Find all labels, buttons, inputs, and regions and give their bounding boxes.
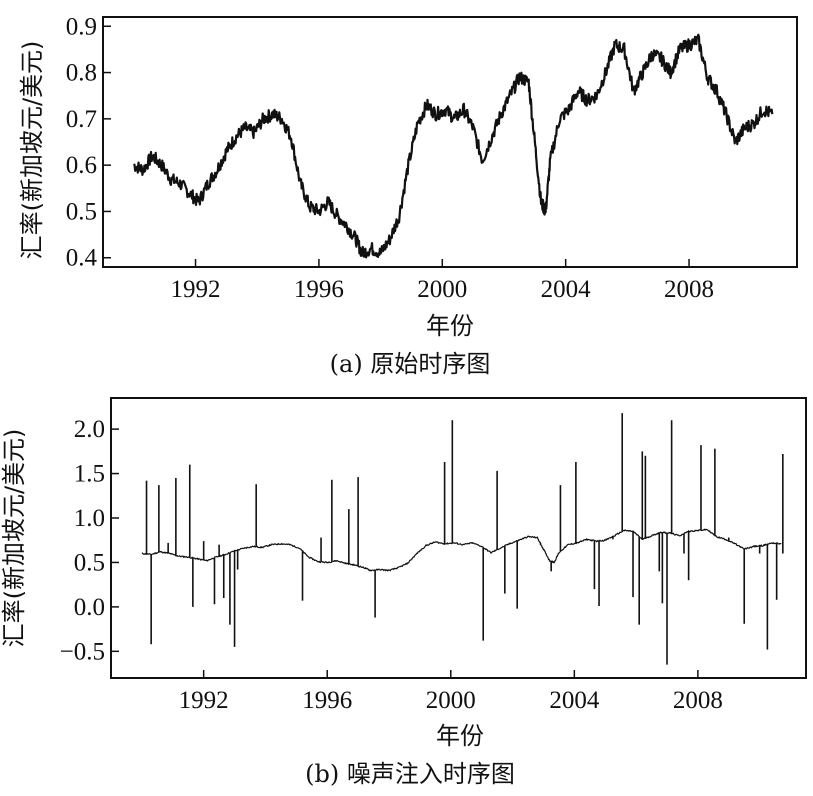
y-tick-label: 2.0 [74,416,105,443]
x-tick-label: 1992 [171,276,221,303]
y-tick-label: 0.9 [66,13,97,40]
y-tick-label: 0.8 [66,60,97,87]
y-tick-label: 1.5 [74,461,105,488]
panel-a-x-ticks: 1992 1996 2000 2004 2008 [171,259,714,303]
x-tick-label: 2008 [664,276,714,303]
panel-b-noise-injected-series: 汇率(新加坡元/美元) −0.5 0.0 0.5 1.0 1.5 2.0 1992 1996… [0,397,807,788]
panel-a-series [133,33,774,259]
panel-a-plot-frame [102,16,798,268]
panel-b-caption: (b) 噪声注入时序图 [305,760,515,788]
panel-b-noise-spikes [145,413,784,665]
x-tick-label: 2004 [541,276,592,303]
panel-b-y-axis-label: 汇率(新加坡元/美元) [0,429,28,648]
panel-a-original-series: 汇率(新加坡元/美元) 0.4 0.5 0.6 0.7 0.8 0.9 1992 1996 2… [18,13,798,378]
y-tick-label: −0.5 [60,638,105,665]
panel-a-y-axis-label: 汇率(新加坡元/美元) [18,41,46,260]
y-tick-label: 1.0 [74,505,105,532]
x-tick-label: 2000 [417,276,467,303]
panel-b-x-ticks: 1992 1996 2000 2004 2008 [179,670,723,714]
y-tick-label: 0.5 [74,549,105,576]
panel-a-y-ticks: 0.4 0.5 0.6 0.7 0.8 0.9 [66,13,111,272]
y-tick-label: 0.6 [66,152,97,179]
x-tick-label: 2008 [673,687,723,714]
y-tick-label: 0.5 [66,198,97,225]
x-tick-label: 1996 [302,687,352,714]
x-tick-label: 2004 [549,687,600,714]
x-tick-label: 1992 [179,687,229,714]
y-tick-label: 0.7 [66,106,97,133]
y-tick-label: 0.0 [74,594,105,621]
exchange-rate-line [133,33,774,259]
panel-b-series [141,528,782,572]
panel-a-caption: (a) 原始时序图 [330,350,491,378]
exchange-rate-line [141,528,782,572]
panel-b-x-axis-label: 年份 [436,722,484,750]
panel-b-plot-frame [110,397,807,679]
panel-b-y-ticks: −0.5 0.0 0.5 1.0 1.5 2.0 [60,416,119,665]
y-tick-label: 0.4 [66,245,98,272]
panel-a-x-axis-label: 年份 [426,312,474,340]
x-tick-label: 2000 [426,687,476,714]
x-tick-label: 1996 [294,276,344,303]
